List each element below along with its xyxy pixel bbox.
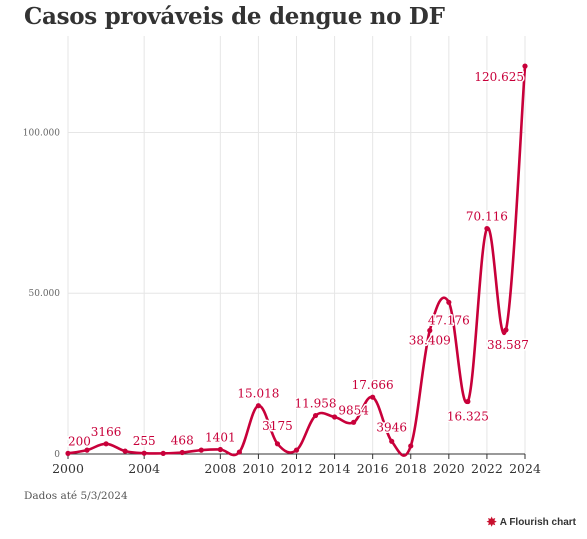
x-tick-label: 2000	[52, 461, 84, 476]
data-date-note: Dados até 5/3/2024	[24, 490, 128, 502]
x-tick-label: 2022	[471, 461, 503, 476]
x-tick-label: 2008	[204, 461, 236, 476]
data-point	[484, 225, 490, 232]
data-point	[160, 450, 166, 456]
data-label: 9854	[338, 403, 369, 417]
data-point	[446, 299, 452, 305]
data-label: 3946	[376, 420, 407, 434]
data-label: 11.958	[295, 397, 337, 411]
flourish-logo-icon: ✸	[486, 515, 497, 529]
data-point	[389, 438, 395, 444]
data-point	[65, 450, 71, 456]
data-point	[465, 398, 471, 405]
x-tick-label: 2016	[357, 461, 389, 476]
chart-title: Casos prováveis de dengue no DF	[24, 3, 445, 30]
data-point	[122, 448, 128, 454]
data-point	[103, 441, 109, 447]
data-label: 1401	[205, 430, 236, 444]
y-tick-label: 50.000	[29, 289, 61, 299]
data-label: 16.325	[447, 410, 489, 424]
data-point	[408, 443, 414, 449]
data-label: 120.625	[474, 70, 524, 84]
data-point	[255, 403, 262, 409]
y-tick-label: 100.000	[23, 128, 60, 138]
x-tick-label: 2012	[281, 461, 313, 476]
data-label: 17.666	[352, 378, 394, 392]
y-tick-label: 0	[54, 450, 60, 460]
x-tick-label: 2014	[319, 461, 351, 476]
series-line	[67, 66, 527, 457]
credit-label: A Flourish chart	[499, 516, 576, 528]
data-point	[141, 450, 147, 456]
data-label: 70.116	[466, 210, 508, 224]
data-label: 200	[68, 434, 91, 448]
data-label: 255	[133, 434, 156, 448]
data-point	[217, 446, 223, 453]
x-tick-label: 2018	[395, 461, 427, 476]
flourish-credit-link[interactable]: ✸ A Flourish chart	[487, 516, 576, 528]
data-point	[84, 447, 90, 453]
data-label: 47.176	[428, 313, 470, 327]
x-tick-label: 2010	[243, 461, 275, 476]
data-label: 468	[171, 433, 194, 447]
data-point	[198, 447, 204, 453]
data-label: 38.409	[409, 334, 451, 348]
data-point	[293, 447, 300, 453]
data-point	[274, 441, 281, 447]
data-point	[331, 414, 338, 420]
data-point	[179, 449, 185, 456]
data-label: 38.587	[487, 338, 529, 352]
data-label: 3166	[91, 425, 122, 439]
data-point	[427, 327, 433, 334]
data-label: 3175	[262, 419, 293, 433]
data-point	[503, 327, 509, 333]
x-tick-label: 2020	[433, 461, 465, 476]
data-point	[312, 412, 319, 419]
x-tick-label: 2024	[509, 461, 541, 476]
data-label: 15.018	[237, 387, 279, 401]
x-tick-label: 2004	[128, 461, 160, 476]
data-point	[236, 449, 242, 455]
data-point	[370, 394, 376, 400]
data-point	[522, 63, 528, 69]
data-point	[351, 419, 357, 425]
